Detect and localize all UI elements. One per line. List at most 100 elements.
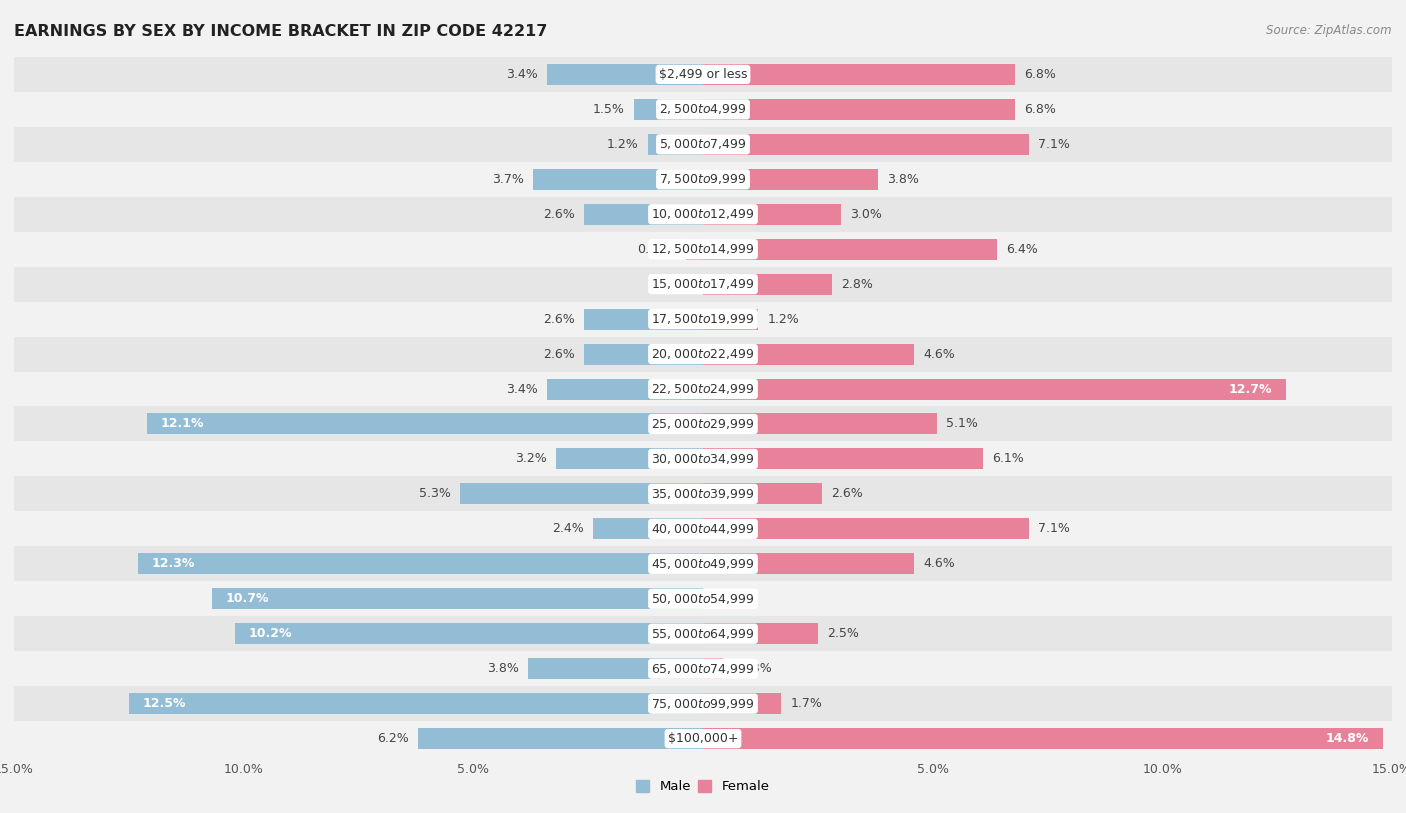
Bar — [14, 511, 1392, 546]
Text: $2,500 to $4,999: $2,500 to $4,999 — [659, 102, 747, 116]
Text: 3.4%: 3.4% — [506, 68, 537, 80]
Text: 2.5%: 2.5% — [827, 628, 859, 640]
Text: $55,000 to $64,999: $55,000 to $64,999 — [651, 627, 755, 641]
Bar — [14, 57, 1392, 92]
Text: $7,500 to $9,999: $7,500 to $9,999 — [659, 172, 747, 186]
Text: 10.7%: 10.7% — [225, 593, 269, 605]
Text: $75,000 to $99,999: $75,000 to $99,999 — [651, 697, 755, 711]
Text: $2,499 or less: $2,499 or less — [659, 68, 747, 80]
Bar — [703, 204, 841, 224]
Text: 2.8%: 2.8% — [841, 278, 873, 290]
Bar — [703, 379, 1286, 399]
Text: 12.5%: 12.5% — [142, 698, 186, 710]
Text: 7.1%: 7.1% — [1038, 523, 1070, 535]
Bar — [703, 169, 877, 189]
Text: $35,000 to $39,999: $35,000 to $39,999 — [651, 487, 755, 501]
Text: 1.5%: 1.5% — [593, 103, 624, 115]
Bar — [14, 372, 1392, 406]
Text: $15,000 to $17,499: $15,000 to $17,499 — [651, 277, 755, 291]
Bar — [593, 519, 703, 539]
Text: $100,000+: $100,000+ — [668, 733, 738, 745]
Bar — [634, 99, 703, 120]
Bar — [14, 476, 1392, 511]
Bar — [686, 239, 703, 259]
Bar — [703, 624, 818, 644]
Text: 3.8%: 3.8% — [488, 663, 519, 675]
Text: 2.6%: 2.6% — [543, 313, 575, 325]
Bar — [14, 441, 1392, 476]
Bar — [703, 728, 1382, 749]
Bar — [14, 686, 1392, 721]
Bar — [703, 99, 1015, 120]
Bar — [703, 344, 914, 364]
Text: 4.6%: 4.6% — [924, 348, 955, 360]
Text: 10.2%: 10.2% — [249, 628, 292, 640]
Text: 6.8%: 6.8% — [1025, 68, 1056, 80]
Text: 0.43%: 0.43% — [733, 663, 772, 675]
Text: $17,500 to $19,999: $17,500 to $19,999 — [651, 312, 755, 326]
Bar — [703, 693, 782, 714]
Text: $5,000 to $7,499: $5,000 to $7,499 — [659, 137, 747, 151]
Bar — [211, 589, 703, 609]
Bar — [703, 239, 997, 259]
Text: 2.6%: 2.6% — [543, 208, 575, 220]
Text: 6.4%: 6.4% — [1007, 243, 1038, 255]
Bar — [703, 449, 983, 469]
Bar — [703, 309, 758, 329]
Bar — [703, 134, 1029, 154]
Text: 3.7%: 3.7% — [492, 173, 524, 185]
Bar — [14, 406, 1392, 441]
Text: $65,000 to $74,999: $65,000 to $74,999 — [651, 662, 755, 676]
Text: $40,000 to $44,999: $40,000 to $44,999 — [651, 522, 755, 536]
Bar — [14, 302, 1392, 337]
Text: 12.7%: 12.7% — [1229, 383, 1272, 395]
Bar — [547, 64, 703, 85]
Bar — [14, 546, 1392, 581]
Bar — [14, 581, 1392, 616]
Text: 3.4%: 3.4% — [506, 383, 537, 395]
Bar — [14, 197, 1392, 232]
Text: 12.1%: 12.1% — [162, 418, 204, 430]
Bar — [703, 64, 1015, 85]
Bar — [529, 659, 703, 679]
Text: $30,000 to $34,999: $30,000 to $34,999 — [651, 452, 755, 466]
Text: $20,000 to $22,499: $20,000 to $22,499 — [651, 347, 755, 361]
Text: $50,000 to $54,999: $50,000 to $54,999 — [651, 592, 755, 606]
Bar — [14, 232, 1392, 267]
Bar — [235, 624, 703, 644]
Bar — [14, 721, 1392, 756]
Bar — [14, 162, 1392, 197]
Bar — [648, 134, 703, 154]
Text: $22,500 to $24,999: $22,500 to $24,999 — [651, 382, 755, 396]
Text: Source: ZipAtlas.com: Source: ZipAtlas.com — [1267, 24, 1392, 37]
Bar — [138, 554, 703, 574]
Bar — [703, 484, 823, 504]
Text: 6.1%: 6.1% — [993, 453, 1024, 465]
Text: 3.8%: 3.8% — [887, 173, 918, 185]
Bar — [14, 651, 1392, 686]
Text: 14.8%: 14.8% — [1326, 733, 1369, 745]
Text: 4.6%: 4.6% — [924, 558, 955, 570]
Bar — [129, 693, 703, 714]
Text: 6.2%: 6.2% — [377, 733, 409, 745]
Text: 3.2%: 3.2% — [515, 453, 547, 465]
Text: 6.8%: 6.8% — [1025, 103, 1056, 115]
Bar — [703, 659, 723, 679]
Bar — [460, 484, 703, 504]
Bar — [14, 616, 1392, 651]
Text: 7.1%: 7.1% — [1038, 138, 1070, 150]
Text: 5.3%: 5.3% — [419, 488, 450, 500]
Text: EARNINGS BY SEX BY INCOME BRACKET IN ZIP CODE 42217: EARNINGS BY SEX BY INCOME BRACKET IN ZIP… — [14, 24, 547, 39]
Bar — [555, 449, 703, 469]
Text: 0.0%: 0.0% — [713, 593, 744, 605]
Bar — [703, 274, 831, 294]
Text: 0.37%: 0.37% — [637, 243, 676, 255]
Text: $10,000 to $12,499: $10,000 to $12,499 — [651, 207, 755, 221]
Bar — [547, 379, 703, 399]
Text: 2.4%: 2.4% — [551, 523, 583, 535]
Legend: Male, Female: Male, Female — [631, 775, 775, 798]
Text: 2.6%: 2.6% — [831, 488, 863, 500]
Bar — [14, 92, 1392, 127]
Text: $45,000 to $49,999: $45,000 to $49,999 — [651, 557, 755, 571]
Bar — [703, 519, 1029, 539]
